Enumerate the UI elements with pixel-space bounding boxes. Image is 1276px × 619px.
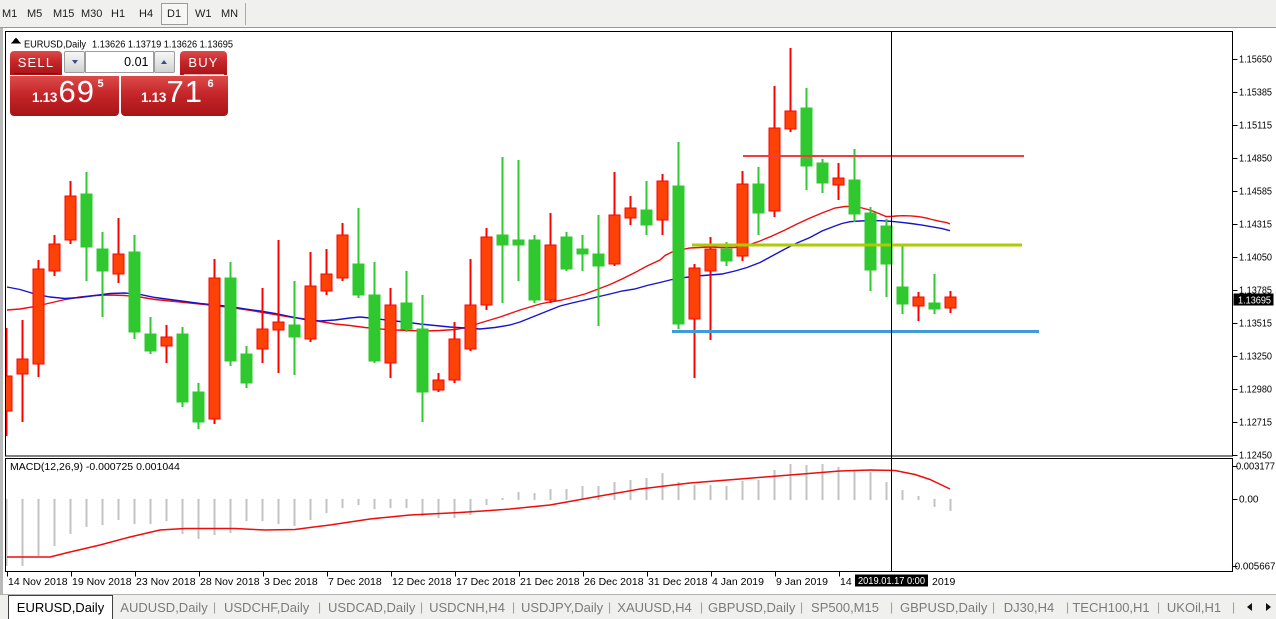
svg-text:1.13785: 1.13785 <box>1239 286 1272 297</box>
svg-text:1.14850: 1.14850 <box>1239 154 1272 165</box>
svg-text:21 Dec 2018: 21 Dec 2018 <box>520 576 580 588</box>
svg-text:1.13515: 1.13515 <box>1239 319 1272 330</box>
svg-text:14 Nov 2018: 14 Nov 2018 <box>8 576 68 588</box>
svg-text:-0.005667: -0.005667 <box>1232 562 1276 573</box>
svg-text:1.13626 1.13719 1.13626 1.1369: 1.13626 1.13719 1.13626 1.13695 <box>92 39 233 51</box>
svg-text:17 Dec 2018: 17 Dec 2018 <box>456 576 516 588</box>
svg-text:1.12980: 1.12980 <box>1239 385 1272 396</box>
svg-text:MACD(12,26,9) -0.000725 0.0010: MACD(12,26,9) -0.000725 0.001044 <box>10 461 180 473</box>
svg-text:1.12450: 1.12450 <box>1239 451 1272 462</box>
svg-text:2019: 2019 <box>932 576 956 588</box>
svg-text:3 Dec 2018: 3 Dec 2018 <box>264 576 318 588</box>
svg-text:1.12715: 1.12715 <box>1239 418 1272 429</box>
svg-text:1.15115: 1.15115 <box>1239 121 1272 132</box>
svg-text:1.15385: 1.15385 <box>1239 88 1272 99</box>
svg-text:28 Nov 2018: 28 Nov 2018 <box>200 576 260 588</box>
svg-text:1.14050: 1.14050 <box>1239 253 1272 264</box>
svg-text:7 Dec 2018: 7 Dec 2018 <box>328 576 382 588</box>
svg-text:1.15650: 1.15650 <box>1239 55 1272 66</box>
svg-text:0.003177: 0.003177 <box>1236 462 1275 473</box>
svg-text:0.00: 0.00 <box>1239 495 1259 506</box>
svg-text:EURUSD,Daily: EURUSD,Daily <box>24 39 87 51</box>
svg-text:19 Nov 2018: 19 Nov 2018 <box>72 576 132 588</box>
svg-text:4 Jan 2019: 4 Jan 2019 <box>712 576 764 588</box>
svg-text:26 Dec 2018: 26 Dec 2018 <box>584 576 644 588</box>
svg-text:9 Jan 2019: 9 Jan 2019 <box>776 576 828 588</box>
svg-text:1.14315: 1.14315 <box>1239 220 1272 231</box>
svg-text:31 Dec 2018: 31 Dec 2018 <box>648 576 708 588</box>
svg-text:1.14585: 1.14585 <box>1239 187 1272 198</box>
svg-text:23 Nov 2018: 23 Nov 2018 <box>136 576 196 588</box>
svg-text:2019.01.17 0:00: 2019.01.17 0:00 <box>858 576 925 587</box>
svg-text:1.13250: 1.13250 <box>1239 352 1272 363</box>
svg-text:1.13695: 1.13695 <box>1238 295 1271 306</box>
svg-text:12 Dec 2018: 12 Dec 2018 <box>392 576 452 588</box>
